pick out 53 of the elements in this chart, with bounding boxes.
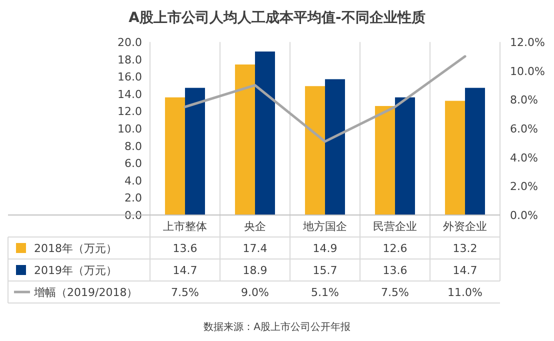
y-tick-label: 10.0 xyxy=(118,122,142,136)
legend-label: 2018年（万元） xyxy=(34,242,117,255)
legend-label: 2019年（万元） xyxy=(34,264,117,277)
bar xyxy=(325,79,345,215)
x-tick-label: 央企 xyxy=(244,220,266,233)
data-label: 13.6 xyxy=(382,264,408,277)
y-tick-label: 4.0 xyxy=(124,174,142,188)
source-note: 数据来源：A股上市公司公开年报 xyxy=(204,321,350,333)
data-label: 12.6 xyxy=(382,242,408,255)
x-tick-label: 民营企业 xyxy=(373,220,417,233)
chart-title: A股上市公司人均人工成本平均值-不同企业性质 xyxy=(128,9,426,26)
bar xyxy=(235,64,255,215)
legend-label: 增幅（2019/2018） xyxy=(33,286,138,299)
data-label: 15.7 xyxy=(312,264,338,277)
bar xyxy=(255,52,275,215)
data-label: 7.5% xyxy=(171,286,199,299)
bar xyxy=(185,88,205,215)
y-tick-label: 8.0 xyxy=(124,140,142,153)
data-label: 14.7 xyxy=(452,264,478,277)
y-tick-label: 2.0 xyxy=(124,192,142,205)
bar xyxy=(445,100,465,215)
y2-tick-label: 2.0% xyxy=(510,180,538,194)
x-tick-label: 上市整体 xyxy=(163,220,207,233)
y-tick-label: 18.0 xyxy=(118,53,142,66)
data-label: 9.0% xyxy=(241,286,269,299)
y2-tick-label: 4.0% xyxy=(510,151,538,164)
bar xyxy=(395,97,415,215)
x-tick-label: 外资企业 xyxy=(443,220,487,233)
data-label: 11.0% xyxy=(448,286,482,299)
data-label: 5.1% xyxy=(311,286,339,299)
y2-tick-label: 0.0% xyxy=(510,209,538,222)
y2-tick-label: 6.0% xyxy=(510,122,538,136)
y-tick-label: 6.0 xyxy=(124,157,142,170)
data-label: 17.4 xyxy=(242,242,268,255)
y-tick-label: 12.0 xyxy=(118,105,142,118)
y2-tick-label: 8.0% xyxy=(510,94,538,107)
bar xyxy=(305,86,325,215)
y-tick-label: 14.0 xyxy=(118,88,142,101)
y2-tick-label: 12.0% xyxy=(510,36,545,49)
y2-tick-label: 10.0% xyxy=(510,64,545,78)
line-series xyxy=(184,55,466,143)
data-label: 18.9 xyxy=(242,264,268,277)
data-label: 7.5% xyxy=(381,286,409,299)
bar xyxy=(465,88,485,215)
y-tick-label: 16.0 xyxy=(118,70,142,84)
data-label: 14.9 xyxy=(312,242,338,255)
x-tick-label: 地方国企 xyxy=(302,220,347,233)
data-label: 13.2 xyxy=(452,242,478,255)
data-label: 13.6 xyxy=(172,242,198,255)
bar xyxy=(375,106,395,215)
bar xyxy=(165,97,185,215)
y-tick-label: 20.0 xyxy=(118,36,142,49)
data-label: 14.7 xyxy=(172,264,198,277)
